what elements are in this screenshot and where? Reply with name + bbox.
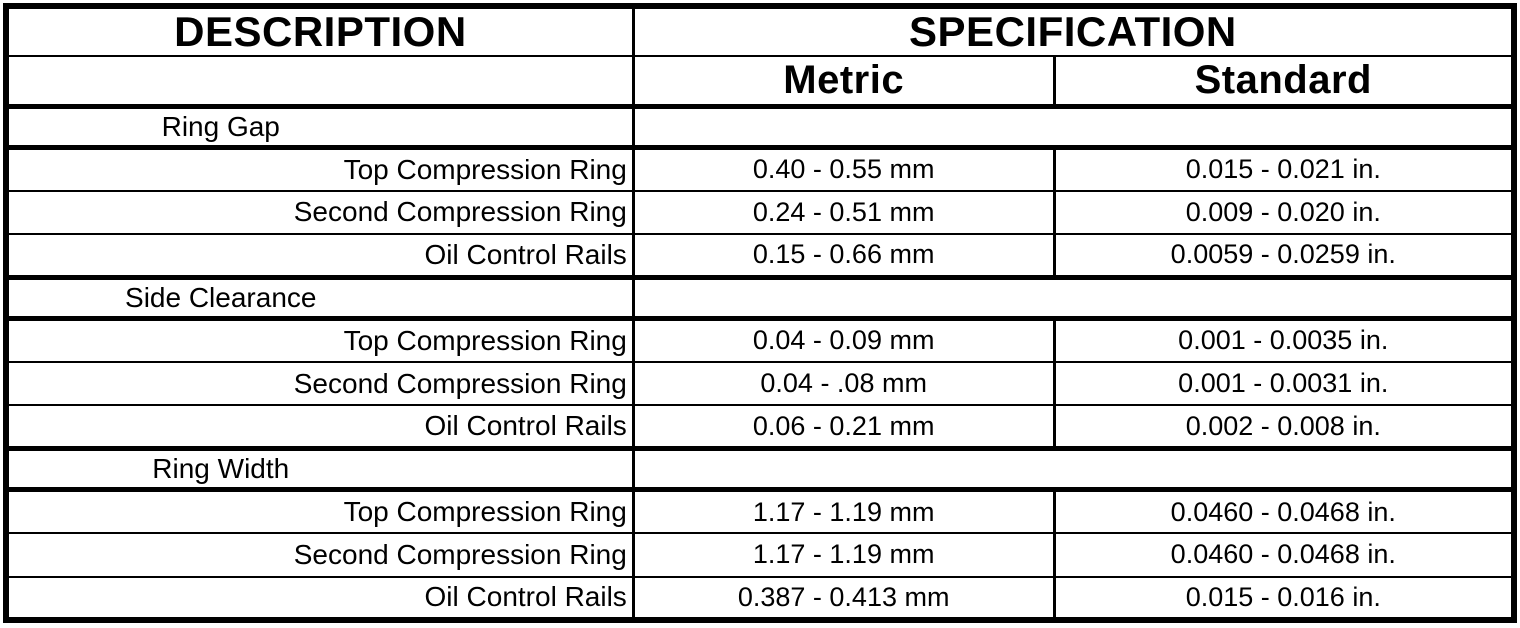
section-spec-blank-cell xyxy=(633,103,1514,150)
row-label: Second Compression Ring xyxy=(6,533,635,578)
row-label: Oil Control Rails xyxy=(6,405,635,450)
section-label-cell: Ring Width xyxy=(6,446,635,493)
column-header-metric: Metric xyxy=(633,56,1056,109)
metric-value: 1.17 - 1.19 mm xyxy=(633,489,1056,535)
standard-value: 0.0460 - 0.0468 in. xyxy=(1054,489,1514,535)
table-row: Second Compression Ring 1.17 - 1.19 mm 0… xyxy=(6,533,1514,578)
section-label: Side Clearance xyxy=(125,281,317,313)
row-label: Oil Control Rails xyxy=(6,233,635,279)
table-row: Oil Control Rails 0.06 - 0.21 mm 0.002 -… xyxy=(6,405,1514,450)
row-label: Second Compression Ring xyxy=(6,361,635,407)
standard-value: 0.002 - 0.008 in. xyxy=(1054,405,1514,450)
table-row: Oil Control Rails 0.15 - 0.66 mm 0.0059 … xyxy=(6,233,1514,279)
standard-value: 0.015 - 0.016 in. xyxy=(1054,576,1514,622)
table-row: Second Compression Ring 0.24 - 0.51 mm 0… xyxy=(6,190,1514,235)
table-row: Top Compression Ring 0.40 - 0.55 mm 0.01… xyxy=(6,147,1514,192)
section-row-ring-width: Ring Width xyxy=(6,446,1514,493)
table-row: Top Compression Ring 1.17 - 1.19 mm 0.04… xyxy=(6,489,1514,535)
row-label: Top Compression Ring xyxy=(6,318,635,363)
standard-value: 0.015 - 0.021 in. xyxy=(1054,147,1514,192)
section-spec-blank-cell xyxy=(633,274,1514,322)
metric-value: 0.04 - .08 mm xyxy=(633,361,1056,407)
specification-table: DESCRIPTION SPECIFICATION Metric Standar… xyxy=(3,3,1517,623)
section-row-ring-gap: Ring Gap xyxy=(6,103,1514,150)
metric-value: 0.15 - 0.66 mm xyxy=(633,233,1056,279)
column-header-description: DESCRIPTION xyxy=(6,6,635,57)
row-label: Top Compression Ring xyxy=(6,489,635,535)
section-row-side-clearance: Side Clearance xyxy=(6,274,1514,322)
standard-value: 0.009 - 0.020 in. xyxy=(1054,190,1514,235)
standard-value: 0.0460 - 0.0468 in. xyxy=(1054,533,1514,578)
table-row: Top Compression Ring 0.04 - 0.09 mm 0.00… xyxy=(6,318,1514,363)
table-row: Oil Control Rails 0.387 - 0.413 mm 0.015… xyxy=(6,576,1514,622)
table-header-row-1: DESCRIPTION SPECIFICATION xyxy=(6,6,1514,57)
column-header-specification: SPECIFICATION xyxy=(633,6,1514,57)
section-label: Ring Gap xyxy=(161,110,280,142)
metric-value: 0.40 - 0.55 mm xyxy=(633,147,1056,192)
row-label: Top Compression Ring xyxy=(6,147,635,192)
metric-value: 1.17 - 1.19 mm xyxy=(633,533,1056,578)
section-label-cell: Side Clearance xyxy=(6,274,635,322)
row-label: Second Compression Ring xyxy=(6,190,635,235)
table-row: Second Compression Ring 0.04 - .08 mm 0.… xyxy=(6,361,1514,407)
metric-value: 0.06 - 0.21 mm xyxy=(633,405,1056,450)
standard-value: 0.001 - 0.0031 in. xyxy=(1054,361,1514,407)
section-label: Ring Width xyxy=(152,453,290,485)
section-label-cell: Ring Gap xyxy=(6,103,635,150)
header-spacer-cell xyxy=(6,56,635,109)
metric-value: 0.24 - 0.51 mm xyxy=(633,190,1056,235)
section-spec-blank-cell xyxy=(633,446,1514,493)
standard-value: 0.0059 - 0.0259 in. xyxy=(1054,233,1514,279)
metric-value: 0.387 - 0.413 mm xyxy=(633,576,1056,622)
column-header-standard: Standard xyxy=(1054,56,1514,109)
standard-value: 0.001 - 0.0035 in. xyxy=(1054,318,1514,363)
row-label: Oil Control Rails xyxy=(6,576,635,622)
table-header-row-2: Metric Standard xyxy=(6,56,1514,109)
metric-value: 0.04 - 0.09 mm xyxy=(633,318,1056,363)
